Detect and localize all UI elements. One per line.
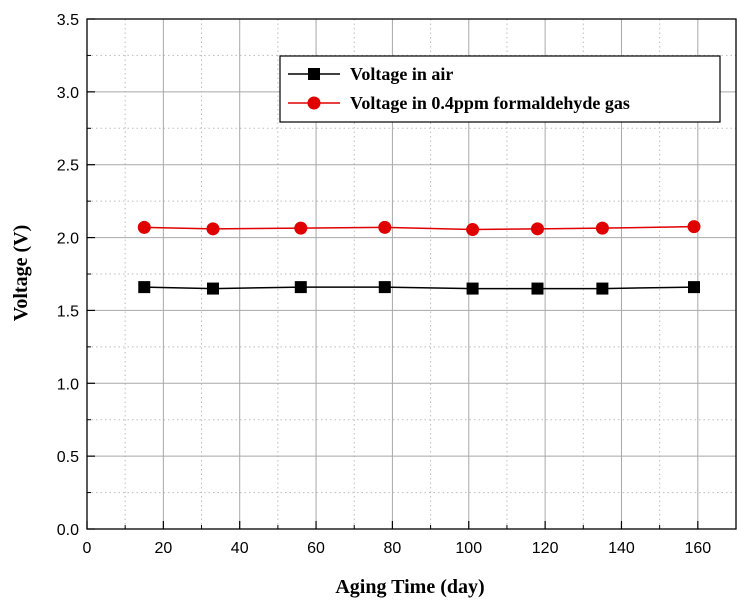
- x-axis-title: Aging Time (day): [335, 576, 484, 598]
- data-point-circle: [378, 220, 392, 234]
- data-point-circle: [595, 221, 609, 235]
- legend-marker-air: [308, 68, 320, 80]
- y-tick-label: 3.0: [57, 85, 79, 102]
- x-tick-label: 140: [608, 540, 635, 557]
- axes: 0 20 40 60 80 100 120 140 160 0.0 0.5 1.0 1.5 2.0 2.5 3…: [57, 12, 737, 557]
- legend: Voltage in air Voltage in 0.4ppm formald…: [279, 55, 721, 123]
- data-point-circle: [294, 221, 308, 235]
- y-axis-title: Voltage (V): [10, 225, 32, 321]
- x-tick-label: 120: [532, 540, 559, 557]
- data-point-square: [531, 282, 544, 295]
- data-point-square: [138, 281, 151, 294]
- y-tick-label: 2.5: [57, 158, 79, 175]
- data-point-circle: [530, 222, 544, 236]
- legend-box: [279, 55, 721, 123]
- x-tick-label: 160: [684, 540, 711, 557]
- x-tick-label: 40: [231, 540, 249, 557]
- y-tick-label: 1.5: [57, 303, 79, 320]
- data-point-square: [466, 282, 479, 295]
- legend-label-formaldehyde: Voltage in 0.4ppm formaldehyde gas: [350, 93, 630, 113]
- y-tick-label: 2.0: [57, 231, 79, 248]
- series-line-1: [144, 225, 695, 231]
- data-series: [137, 220, 701, 295]
- x-tick-label: 0: [83, 540, 92, 557]
- x-tick-label: 20: [154, 540, 172, 557]
- x-tick-label: 100: [455, 540, 482, 557]
- y-tick-label: 0.5: [57, 449, 79, 466]
- data-point-square: [206, 282, 219, 295]
- legend-marker-formaldehyde: [307, 96, 321, 110]
- x-tick-label: 60: [307, 540, 325, 557]
- data-point-square: [294, 281, 307, 294]
- series-line-0: [144, 286, 695, 290]
- x-tick-label: 80: [384, 540, 402, 557]
- data-point-square: [378, 281, 391, 294]
- y-tick-label: 3.5: [57, 12, 79, 29]
- data-point-square: [688, 281, 701, 294]
- y-tick-label: 0.0: [57, 522, 79, 539]
- data-point-circle: [466, 223, 480, 237]
- y-tick-label: 1.0: [57, 376, 79, 393]
- data-point-circle: [137, 220, 151, 234]
- data-point-square: [596, 282, 609, 295]
- data-point-circle: [687, 220, 701, 234]
- data-point-circle: [206, 222, 220, 236]
- legend-label-air: Voltage in air: [350, 64, 453, 84]
